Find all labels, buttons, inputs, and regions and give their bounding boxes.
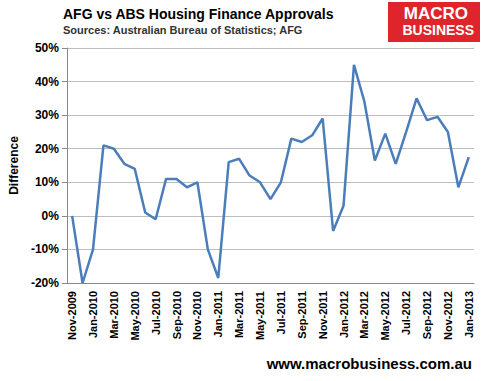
svg-text:Difference: Difference	[7, 136, 21, 195]
svg-text:Mar-2010: Mar-2010	[108, 291, 120, 339]
svg-text:50%: 50%	[35, 41, 59, 55]
svg-text:-10%: -10%	[31, 242, 59, 256]
svg-text:BUSINESS: BUSINESS	[402, 22, 474, 38]
svg-text:Jul-2011: Jul-2011	[275, 291, 287, 334]
svg-text:20%: 20%	[35, 142, 59, 156]
svg-text:Nov-2011: Nov-2011	[317, 291, 329, 339]
svg-text:10%: 10%	[35, 175, 59, 189]
svg-text:30%: 30%	[35, 108, 59, 122]
svg-text:May-2011: May-2011	[254, 291, 266, 340]
svg-text:Sep-2011: Sep-2011	[296, 291, 308, 339]
svg-text:Nov-2012: Nov-2012	[442, 291, 454, 340]
svg-text:40%: 40%	[35, 75, 59, 89]
svg-text:Jan-2012: Jan-2012	[338, 291, 350, 338]
svg-text:Jul-2012: Jul-2012	[400, 291, 412, 335]
svg-text:www.macrobusiness.com.au: www.macrobusiness.com.au	[266, 355, 472, 372]
svg-text:Nov-2010: Nov-2010	[191, 291, 203, 340]
svg-text:May-2012: May-2012	[379, 291, 391, 341]
svg-text:0%: 0%	[42, 209, 60, 223]
svg-text:Nov-2009: Nov-2009	[66, 291, 78, 340]
svg-text:Jul-2010: Jul-2010	[150, 291, 162, 335]
svg-text:Mar-2012: Mar-2012	[358, 291, 370, 339]
svg-text:-20%: -20%	[31, 276, 59, 290]
svg-text:Jan-2011: Jan-2011	[212, 291, 224, 337]
svg-text:MACRO: MACRO	[404, 4, 468, 23]
svg-text:Jan-2013: Jan-2013	[463, 291, 475, 338]
svg-text:Jan-2010: Jan-2010	[87, 291, 99, 338]
svg-text:Sep-2012: Sep-2012	[421, 291, 433, 339]
svg-text:Sources: Australian Bureau of: Sources: Australian Bureau of Statistics…	[63, 24, 302, 36]
svg-text:Mar-2011: Mar-2011	[233, 291, 245, 338]
svg-text:AFG vs ABS Housing Finance App: AFG vs ABS Housing Finance Approvals	[63, 6, 334, 22]
svg-text:May-2010: May-2010	[129, 291, 141, 341]
svg-text:Sep-2010: Sep-2010	[171, 291, 183, 339]
